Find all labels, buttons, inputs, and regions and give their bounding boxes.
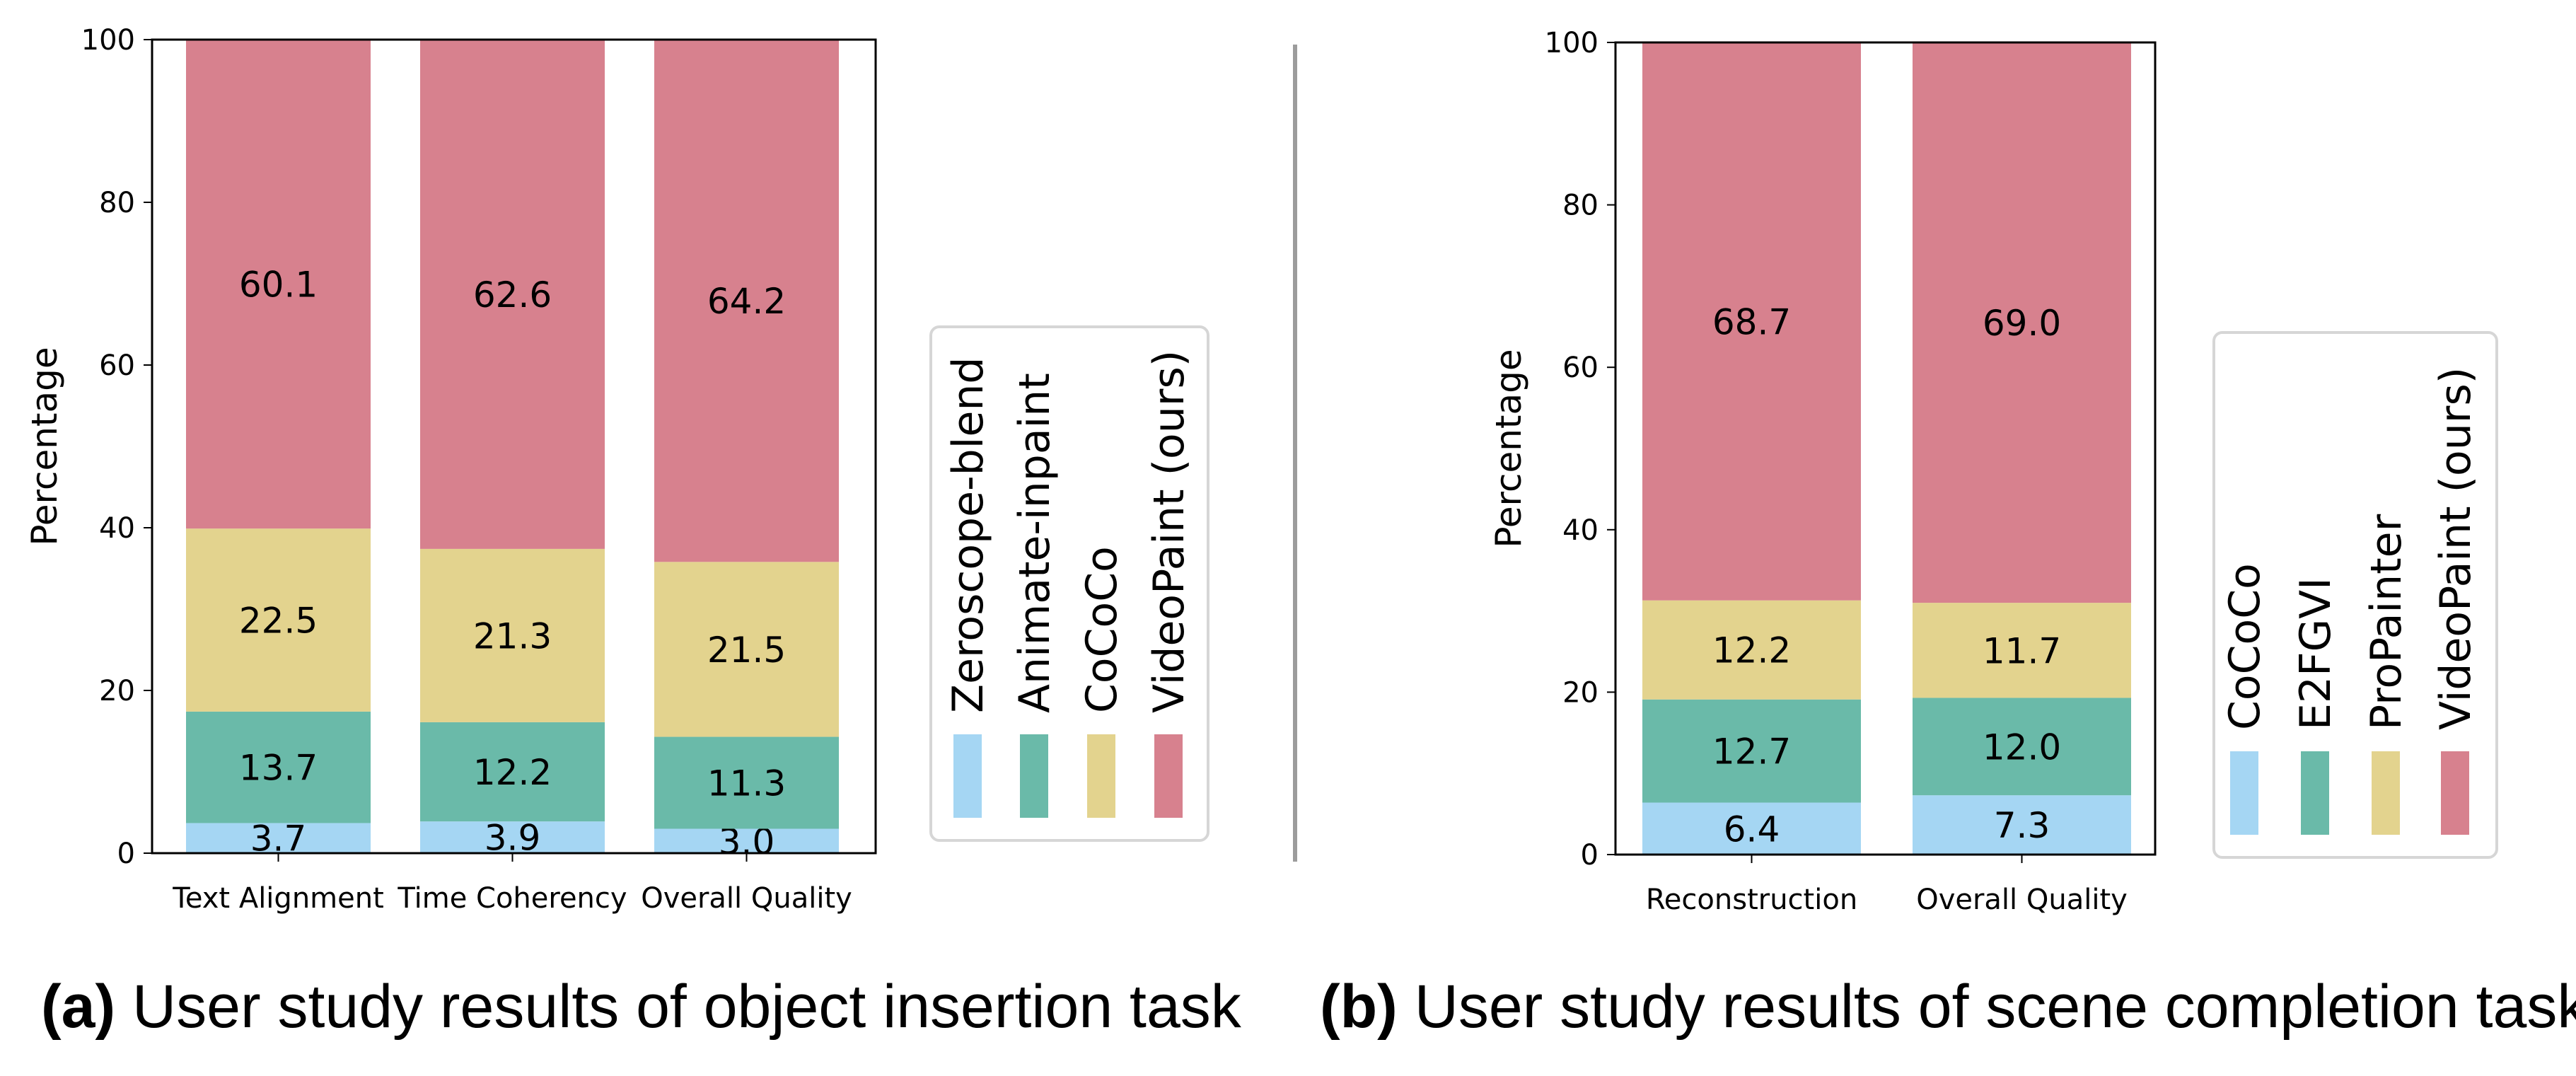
bar-cococo-overall-quality — [654, 562, 839, 737]
bar-propainter-reconstruction — [1642, 600, 1861, 700]
bar-animate-inpaint-time-coherency — [420, 722, 605, 822]
x-tick-label-time-coherency: Time Coherency — [397, 882, 627, 915]
legend-swatch-cococo — [2230, 751, 2258, 835]
legend-label-e2fgvi: E2FGVI — [2291, 577, 2340, 730]
y-tick-label-100: 100 — [1545, 27, 1599, 59]
y-tick-label-0: 0 — [117, 838, 135, 870]
data-label-cococo-text-alignment: 22.5 — [239, 601, 318, 642]
y-tick-label-20: 20 — [1562, 676, 1599, 709]
bar-videopaint-ours-overall-quality — [1913, 42, 2131, 603]
y-tick-label-100: 100 — [81, 24, 135, 57]
bar-cococo-text-alignment — [186, 528, 371, 712]
legend-swatch-animate-inpaint — [1020, 734, 1048, 818]
legend-label-animate-inpaint: Animate-inpaint — [1010, 373, 1060, 713]
y-tick-label-60: 60 — [1562, 352, 1599, 384]
data-label-cococo-time-coherency: 21.3 — [473, 615, 552, 656]
legend-label-cococo: CoCoCo — [1077, 546, 1127, 713]
data-label-e2fgvi-reconstruction: 12.7 — [1712, 731, 1791, 773]
data-label-propainter-overall-quality: 11.7 — [1983, 630, 2061, 671]
y-tick-label-40: 40 — [99, 512, 135, 545]
legend-swatch-cococo — [1087, 734, 1115, 818]
bar-videopaint-ours-text-alignment — [186, 40, 371, 529]
data-label-videopaint-ours-text-alignment: 60.1 — [239, 265, 318, 306]
y-tick-label-0: 0 — [1581, 839, 1599, 872]
legend-label-videopaint-ours: VideoPaint (ours) — [2431, 367, 2481, 730]
x-tick-label-text-alignment: Text Alignment — [172, 882, 384, 915]
bar-videopaint-ours-reconstruction — [1642, 42, 1861, 601]
bar-cococo-time-coherency — [420, 548, 605, 722]
bar-e2fgvi-overall-quality — [1913, 698, 2131, 796]
legend-swatch-e2fgvi — [2301, 751, 2329, 835]
y-axis-label: Percentage — [1488, 349, 1529, 548]
data-label-cococo-overall-quality: 21.5 — [707, 630, 786, 671]
y-axis-label: Percentage — [24, 347, 65, 545]
legend-label-cococo: CoCoCo — [2220, 563, 2270, 730]
legend-box — [2212, 331, 2498, 859]
chart-scene-completion: 6.4 12.7 12.2 68.7 Reconstruction 7.3 12.0 11.7… — [1488, 27, 2498, 916]
bar-cococo-overall-quality — [1913, 795, 2131, 855]
bar-zeroscope-blend-text-alignment — [186, 823, 371, 853]
legend-label-videopaint-ours: VideoPaint (ours) — [1144, 350, 1194, 713]
caption-b-label: (b) — [1320, 973, 1398, 1041]
legend-box — [929, 325, 1209, 842]
legend-label-zeroscope-blend: Zeroscope-blend — [944, 357, 993, 713]
bar-propainter-overall-quality — [1913, 603, 2131, 698]
data-label-videopaint-ours-time-coherency: 62.6 — [473, 274, 552, 316]
bar-videopaint-ours-time-coherency — [420, 40, 605, 549]
caption-b: (b) User study results of scene completi… — [1320, 973, 2576, 1041]
legend-swatch-videopaint-ours — [1154, 734, 1183, 818]
caption-a-label: (a) — [41, 973, 115, 1041]
data-label-zeroscope-blend-time-coherency: 3.9 — [485, 818, 541, 859]
y-tick-label-40: 40 — [1562, 514, 1599, 547]
bar-cococo-reconstruction — [1642, 802, 1861, 855]
bar-e2fgvi-reconstruction — [1642, 699, 1861, 803]
bar-animate-inpaint-overall-quality — [654, 736, 839, 829]
data-label-videopaint-ours-overall-quality: 69.0 — [1983, 303, 2061, 344]
legend-label-propainter: ProPainter — [2362, 514, 2411, 730]
caption-a: (a) User study results of object inserti… — [41, 973, 1242, 1041]
data-label-cococo-reconstruction: 6.4 — [1724, 809, 1780, 850]
y-tick-label-80: 80 — [99, 187, 135, 219]
bar-animate-inpaint-text-alignment — [186, 711, 371, 823]
data-label-animate-inpaint-time-coherency: 12.2 — [473, 752, 552, 793]
data-label-e2fgvi-overall-quality: 12.0 — [1983, 727, 2061, 768]
x-tick-label-reconstruction: Reconstruction — [1646, 884, 1857, 916]
caption-b-text: User study results of scene completion t… — [1398, 973, 2576, 1041]
data-label-videopaint-ours-overall-quality: 64.2 — [707, 281, 786, 322]
caption-a-text: User study results of object insertion t… — [115, 973, 1242, 1041]
plot-frame — [1614, 41, 2157, 856]
legend-swatch-videopaint-ours — [2441, 751, 2469, 835]
y-tick-label-60: 60 — [99, 349, 135, 382]
x-tick-label-overall-quality: Overall Quality — [641, 882, 852, 915]
bar-videopaint-ours-overall-quality — [654, 40, 839, 562]
data-label-animate-inpaint-text-alignment: 13.7 — [239, 748, 318, 789]
data-label-videopaint-ours-reconstruction: 68.7 — [1712, 301, 1791, 342]
legend-swatch-propainter — [2372, 751, 2400, 835]
data-label-animate-inpaint-overall-quality: 11.3 — [707, 763, 786, 804]
y-tick-label-20: 20 — [99, 675, 135, 707]
bar-zeroscope-blend-overall-quality — [654, 828, 839, 853]
bar-zeroscope-blend-time-coherency — [420, 821, 605, 853]
data-label-cococo-overall-quality: 7.3 — [1994, 805, 2050, 846]
x-tick-label-overall-quality: Overall Quality — [1916, 884, 2128, 916]
y-tick-label-80: 80 — [1562, 190, 1599, 222]
legend-swatch-zeroscope-blend — [953, 734, 982, 818]
plot-frame — [151, 38, 877, 855]
data-label-propainter-reconstruction: 12.2 — [1712, 630, 1791, 671]
